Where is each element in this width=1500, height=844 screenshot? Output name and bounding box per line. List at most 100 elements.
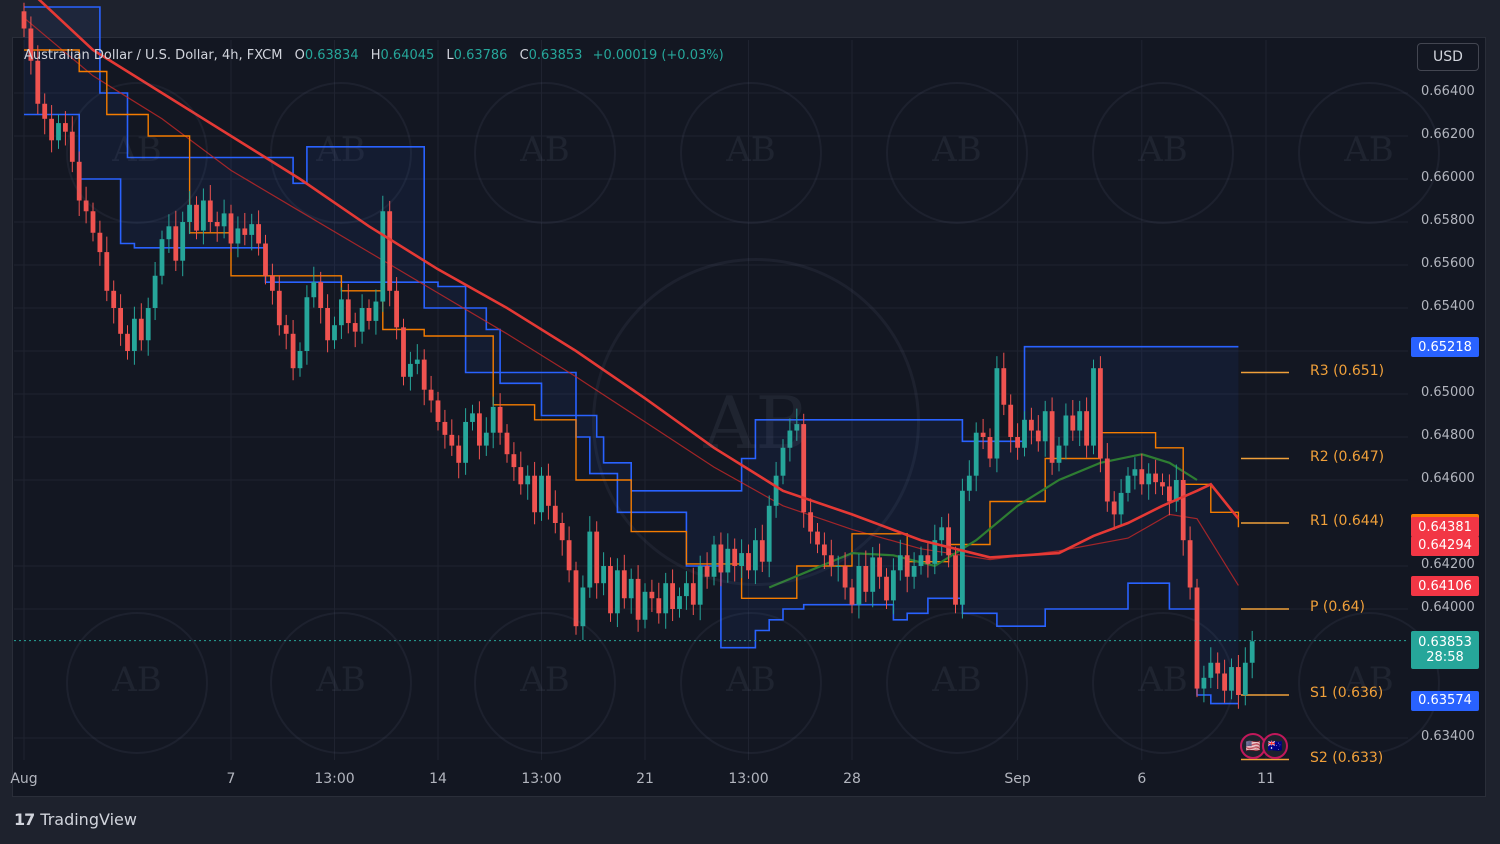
candle-body: [311, 282, 317, 298]
candle-body: [359, 308, 365, 332]
time-tick-label: 7: [226, 771, 236, 787]
symbol-legend[interactable]: Australian Dollar / U.S. Dollar, 4h, FXC…: [24, 48, 724, 63]
candle-body: [297, 351, 303, 369]
brand-name: TradingView: [40, 810, 137, 829]
candle-body: [304, 297, 310, 351]
candle-body: [1104, 458, 1110, 502]
candle-body: [228, 213, 234, 244]
candle-body: [83, 200, 89, 212]
price-tick-label: 0.66200: [1421, 127, 1475, 142]
candle-body: [449, 434, 455, 446]
watermark-logo: AB: [270, 612, 412, 754]
price-tick-label: 0.66000: [1421, 170, 1475, 185]
candle-body: [1042, 411, 1048, 442]
tradingview-branding[interactable]: 17 TradingView: [14, 810, 137, 829]
candle-body: [1111, 501, 1117, 515]
price-scale-label: 0.65218: [1411, 337, 1479, 358]
watermark-logo: AB: [474, 612, 616, 754]
price-tick-label: 0.65800: [1421, 213, 1475, 228]
candle-body: [518, 467, 524, 485]
price-tick-label: 0.66400: [1421, 84, 1475, 99]
candle-body: [276, 290, 282, 326]
candle-body: [621, 570, 627, 599]
symbol-title[interactable]: Australian Dollar / U.S. Dollar, 4h, FXC…: [24, 48, 283, 63]
candle-body: [21, 11, 27, 29]
candle-body: [960, 490, 965, 605]
close-value: 0.63853: [528, 48, 583, 63]
candle-body: [159, 239, 165, 276]
candle-body: [214, 222, 220, 227]
economic-events[interactable]: 🇺🇸 🇦🇺: [1240, 733, 1288, 759]
candle-body: [904, 555, 910, 577]
candle-body: [897, 555, 903, 571]
candle-body: [690, 583, 696, 605]
candle-body: [470, 413, 475, 422]
watermark-logo: AB: [886, 82, 1028, 224]
candle-body: [387, 211, 393, 291]
high-label: H: [370, 48, 381, 63]
candle-body: [580, 587, 586, 627]
tradingview-logo: 17: [14, 810, 35, 829]
time-tick-label: 13:00: [728, 771, 769, 787]
candle-body: [842, 566, 848, 588]
candle-body: [1035, 430, 1041, 442]
candle-body: [1056, 445, 1062, 463]
candle-body: [594, 531, 600, 584]
candle-body: [656, 598, 662, 614]
watermark-logo: AB: [66, 82, 208, 224]
candle-body: [28, 28, 34, 61]
candle-body: [566, 540, 572, 571]
pivot-label: S1 (0.636): [1310, 685, 1384, 701]
currency-button[interactable]: USD: [1417, 43, 1479, 71]
candle-body: [835, 566, 841, 567]
candle-body: [1077, 411, 1083, 431]
candle-body: [1125, 475, 1131, 493]
high-value: 0.64045: [380, 48, 435, 63]
candle-body: [463, 421, 468, 463]
candle-body: [953, 555, 958, 605]
watermark-logo: AB: [474, 82, 616, 224]
candle-body: [332, 325, 337, 341]
time-tick-label: 14: [429, 771, 447, 787]
candle-body: [408, 363, 413, 377]
time-tick-label: 11: [1257, 771, 1275, 787]
candle-body: [1139, 469, 1145, 485]
close-label: C: [519, 48, 529, 63]
time-tick-label: 13:00: [521, 771, 562, 787]
candle-body: [339, 299, 344, 326]
candle-body: [966, 475, 972, 491]
watermark-logo: AB: [886, 612, 1028, 754]
price-tick-label: 0.63400: [1421, 729, 1475, 744]
price-tick-label: 0.65000: [1421, 385, 1475, 400]
watermark-logo: AB: [66, 612, 208, 754]
open-label: O: [294, 48, 305, 63]
time-tick-label: 6: [1137, 771, 1147, 787]
au-flag-icon[interactable]: 🇦🇺: [1262, 733, 1288, 759]
candle-body: [421, 359, 427, 390]
time-tick-label: 21: [636, 771, 654, 787]
candle-body: [1249, 641, 1255, 663]
candle-body: [90, 211, 96, 233]
candle-body: [1091, 368, 1096, 446]
candle-body: [283, 325, 289, 334]
candle-body: [290, 333, 296, 369]
candle-body: [152, 275, 158, 308]
watermark-logo: AB: [680, 82, 822, 224]
candle-body: [456, 445, 462, 463]
candle-body: [994, 368, 1000, 459]
candle-body: [145, 308, 151, 341]
pivot-label: S2 (0.633): [1310, 749, 1384, 766]
candle-body: [194, 204, 199, 231]
price-tick-label: 0.64000: [1421, 600, 1475, 615]
pivot-label: R1 (0.644): [1310, 513, 1385, 529]
channel-upper-line: [24, 6, 1239, 492]
candle-body: [483, 432, 489, 446]
price-scale-label: 0.64106: [1411, 576, 1479, 597]
candle-body: [497, 406, 503, 433]
watermark-logo: AB: [270, 82, 412, 224]
candle-body: [235, 228, 241, 244]
watermark-logo: AB: [1298, 82, 1440, 224]
candle-body: [918, 555, 924, 566]
candle-body: [1001, 368, 1007, 405]
candle-body: [539, 475, 544, 513]
